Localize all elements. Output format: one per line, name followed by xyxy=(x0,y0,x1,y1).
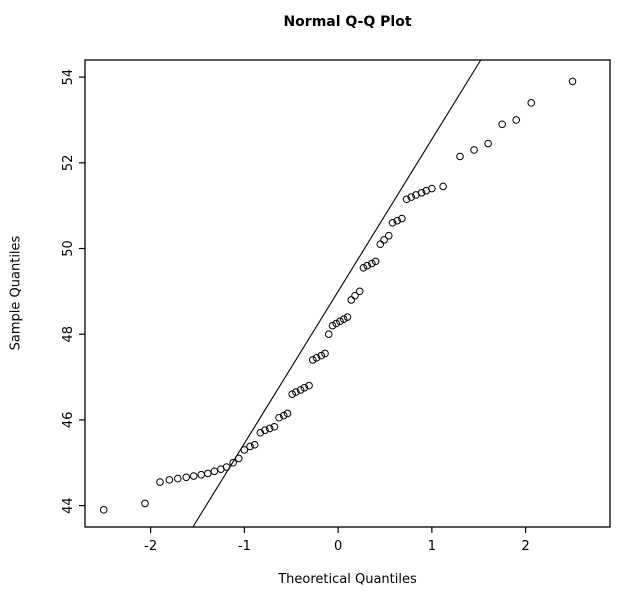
data-point xyxy=(384,231,393,240)
data-point xyxy=(339,315,348,324)
data-point xyxy=(99,506,108,514)
data-point xyxy=(380,236,388,244)
data-point xyxy=(182,473,191,482)
data-point xyxy=(527,99,536,107)
data-point xyxy=(210,467,219,476)
y-tick-label: 54 xyxy=(61,69,76,86)
data-point xyxy=(402,195,411,204)
y-tick-label: 46 xyxy=(61,412,76,429)
plot-border xyxy=(84,59,611,528)
data-point xyxy=(343,313,352,321)
data-point xyxy=(328,321,337,330)
y-axis-label: Sample Quantiles xyxy=(8,235,24,351)
data-point xyxy=(246,442,254,451)
data-point xyxy=(156,478,164,486)
data-point xyxy=(439,182,447,191)
y-tick-label: 50 xyxy=(61,240,76,257)
data-point xyxy=(283,409,292,418)
y-tick-label: 52 xyxy=(61,155,76,172)
data-point xyxy=(347,296,356,304)
data-point xyxy=(388,219,397,227)
data-point xyxy=(371,257,380,266)
data-point xyxy=(296,386,305,394)
x-tick-label: 0 xyxy=(334,539,342,554)
data-point xyxy=(250,440,259,449)
data-point xyxy=(229,458,237,467)
data-point xyxy=(321,349,329,358)
y-tick-label: 44 xyxy=(61,497,76,514)
data-point xyxy=(317,351,326,360)
data-point xyxy=(292,388,300,396)
data-point xyxy=(300,383,309,392)
data-point xyxy=(407,193,416,201)
x-tick-label: -2 xyxy=(144,539,157,554)
data-point xyxy=(234,454,243,463)
data-point xyxy=(309,356,317,364)
data-point xyxy=(141,499,149,508)
data-point xyxy=(568,77,577,86)
data-point xyxy=(351,291,359,300)
data-point xyxy=(324,330,333,339)
data-point xyxy=(398,214,406,223)
data-point xyxy=(512,116,521,124)
data-point xyxy=(305,381,313,390)
data-point xyxy=(355,287,364,296)
data-point xyxy=(261,426,269,434)
data-point xyxy=(417,189,426,197)
data-point xyxy=(332,319,341,328)
y-tick-label: 48 xyxy=(61,326,76,343)
data-point xyxy=(376,240,385,249)
data-point xyxy=(240,446,249,454)
data-point xyxy=(312,353,321,362)
data-point xyxy=(204,469,212,478)
data-point xyxy=(393,216,401,225)
data-point xyxy=(189,472,198,480)
data-point xyxy=(165,476,174,484)
chart-title: Normal Q-Q Plot xyxy=(283,14,412,30)
data-point xyxy=(498,120,506,129)
data-point xyxy=(270,422,279,431)
data-point xyxy=(456,152,464,161)
data-point xyxy=(174,474,182,483)
data-point xyxy=(470,146,478,154)
data-point xyxy=(279,411,288,420)
data-point xyxy=(359,263,368,272)
data-point xyxy=(428,184,436,193)
x-tick-label: 2 xyxy=(521,539,529,554)
data-point xyxy=(265,424,274,433)
data-point xyxy=(222,463,231,471)
x-tick-label: 1 xyxy=(428,539,436,554)
data-point xyxy=(288,390,296,398)
x-axis-label: Theoretical Quantiles xyxy=(278,572,417,587)
data-point xyxy=(197,470,206,479)
data-point xyxy=(484,139,492,148)
data-point xyxy=(363,261,371,270)
data-point xyxy=(368,259,376,268)
x-tick-label: -1 xyxy=(238,539,251,554)
data-point xyxy=(336,317,344,326)
data-point xyxy=(275,413,283,422)
